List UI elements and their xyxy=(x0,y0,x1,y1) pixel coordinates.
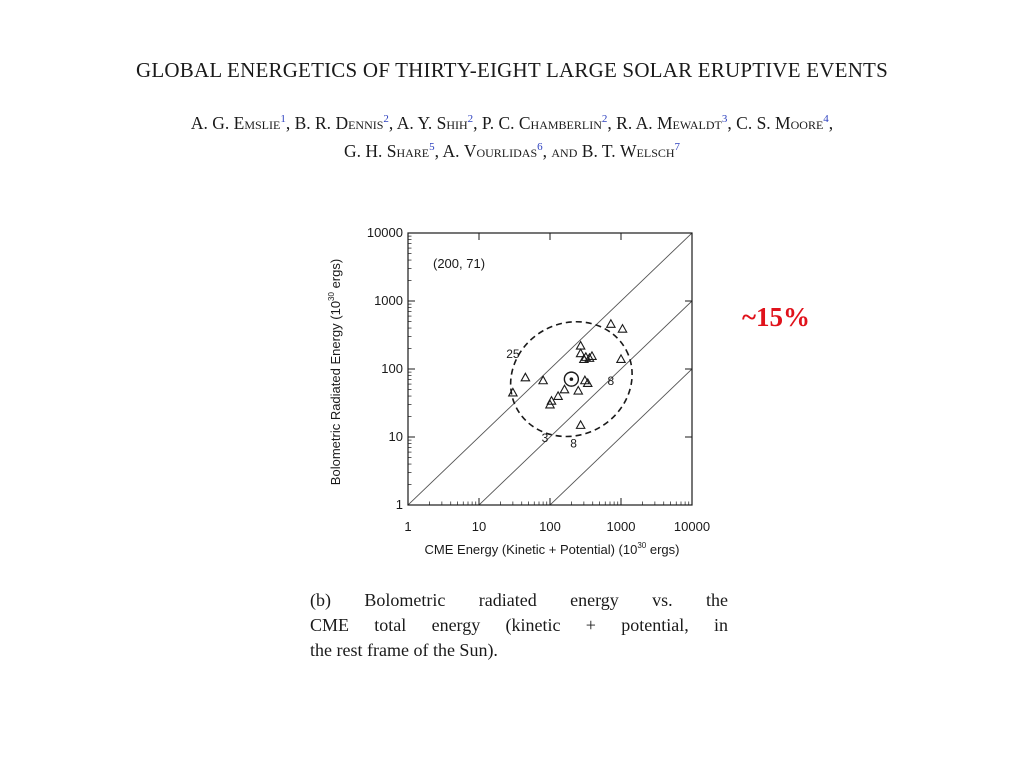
mean-marker-dot xyxy=(569,377,574,381)
caption-line: (b) Bolometric radiated energy vs. the xyxy=(310,590,728,610)
author-name: R. A. Mewaldt3 xyxy=(616,113,728,133)
confidence-ellipse xyxy=(509,320,633,438)
axis-ticks: 1 10 100 1000 10000 1 10 100 1000 10000 xyxy=(367,225,710,534)
author-and: and xyxy=(551,141,582,161)
data-point xyxy=(575,340,586,350)
y-tick-label: 10000 xyxy=(367,225,403,240)
author-name: A. G. Emslie1 xyxy=(190,113,286,133)
author-name: P. C. Chamberlin2 xyxy=(481,113,608,133)
affiliation-marker[interactable]: 1 xyxy=(280,113,286,125)
data-point xyxy=(537,375,549,385)
x-tick-label: 100 xyxy=(539,519,561,534)
x-tick-label: 10 xyxy=(472,519,486,534)
author-name: A. Y. Shih2 xyxy=(396,113,474,133)
x-tick-label: 10000 xyxy=(674,519,710,534)
author-name: B. R. Dennis2 xyxy=(294,113,389,133)
data-point xyxy=(573,385,584,395)
inset-label: (200, 71) xyxy=(433,256,485,271)
y-tick-label: 1 xyxy=(396,497,403,512)
data-point xyxy=(615,353,627,363)
author-name: A. Vourlidas6 xyxy=(442,141,543,161)
figure-caption: (b) Bolometric radiated energy vs. the CM… xyxy=(310,588,728,663)
x-axis-label: CME Energy (Kinetic + Potential) (1030 e… xyxy=(425,541,680,557)
reference-line xyxy=(408,233,692,505)
data-point xyxy=(507,387,519,397)
data-point xyxy=(575,419,586,429)
affiliation-marker[interactable]: 5 xyxy=(429,141,435,153)
author-name: C. S. Moore4 xyxy=(736,113,829,133)
data-point xyxy=(559,384,570,394)
ellipse-labels: 25 8 3 8 xyxy=(506,347,614,451)
reference-lines xyxy=(408,233,692,505)
ellipse-label: 8 xyxy=(608,374,615,388)
caption-line: CME total energy (kinetic + potential, i… xyxy=(310,615,728,635)
caption-line: the rest frame of the Sun). xyxy=(310,640,498,660)
percentage-annotation: ~15% xyxy=(742,302,811,332)
y-tick-label: 100 xyxy=(381,361,403,376)
ellipse-label: 25 xyxy=(506,347,520,361)
y-tick-label: 10 xyxy=(389,429,403,444)
data-point xyxy=(582,377,593,388)
affiliation-marker[interactable]: 6 xyxy=(537,141,543,153)
affiliation-marker[interactable]: 3 xyxy=(721,113,728,125)
y-tick-label: 1000 xyxy=(374,293,403,308)
affiliation-marker[interactable]: 2 xyxy=(601,113,608,125)
data-point xyxy=(578,353,590,363)
data-point xyxy=(605,318,617,328)
data-point xyxy=(520,372,531,382)
affiliation-marker[interactable]: 4 xyxy=(823,113,829,125)
y-axis-label: Bolometric Radiated Energy (1030 ergs) xyxy=(327,259,343,485)
data-point xyxy=(575,347,586,358)
data-point xyxy=(586,350,598,360)
author-list: A. G. Emslie1, B. R. Dennis2, A. Y. Shih… xyxy=(190,113,834,161)
data-point xyxy=(617,323,628,333)
data-point xyxy=(584,352,595,362)
ellipse-group xyxy=(509,320,633,438)
affiliation-marker[interactable]: 2 xyxy=(383,113,389,125)
affiliation-marker[interactable]: 7 xyxy=(674,141,681,153)
reference-line xyxy=(478,300,692,505)
ellipse-label: 3 xyxy=(542,431,549,445)
affiliation-marker[interactable]: 2 xyxy=(467,113,474,125)
reference-line xyxy=(549,368,692,505)
x-tick-label: 1000 xyxy=(607,519,636,534)
data-point xyxy=(552,390,564,400)
paper-title: GLOBAL ENERGETICS OF THIRTY-EIGHT LARGE … xyxy=(136,58,888,82)
data-point xyxy=(546,395,557,405)
author-name: B. T. Welsch7 xyxy=(581,141,681,161)
data-points xyxy=(507,318,628,429)
x-tick-label: 1 xyxy=(404,519,411,534)
author-name: G. H. Share5 xyxy=(343,141,435,161)
scatter-plot: 1 10 100 1000 10000 1 10 100 1000 10000 25 8 3 8 (20… xyxy=(327,225,710,557)
ellipse-label: 8 xyxy=(570,437,577,451)
